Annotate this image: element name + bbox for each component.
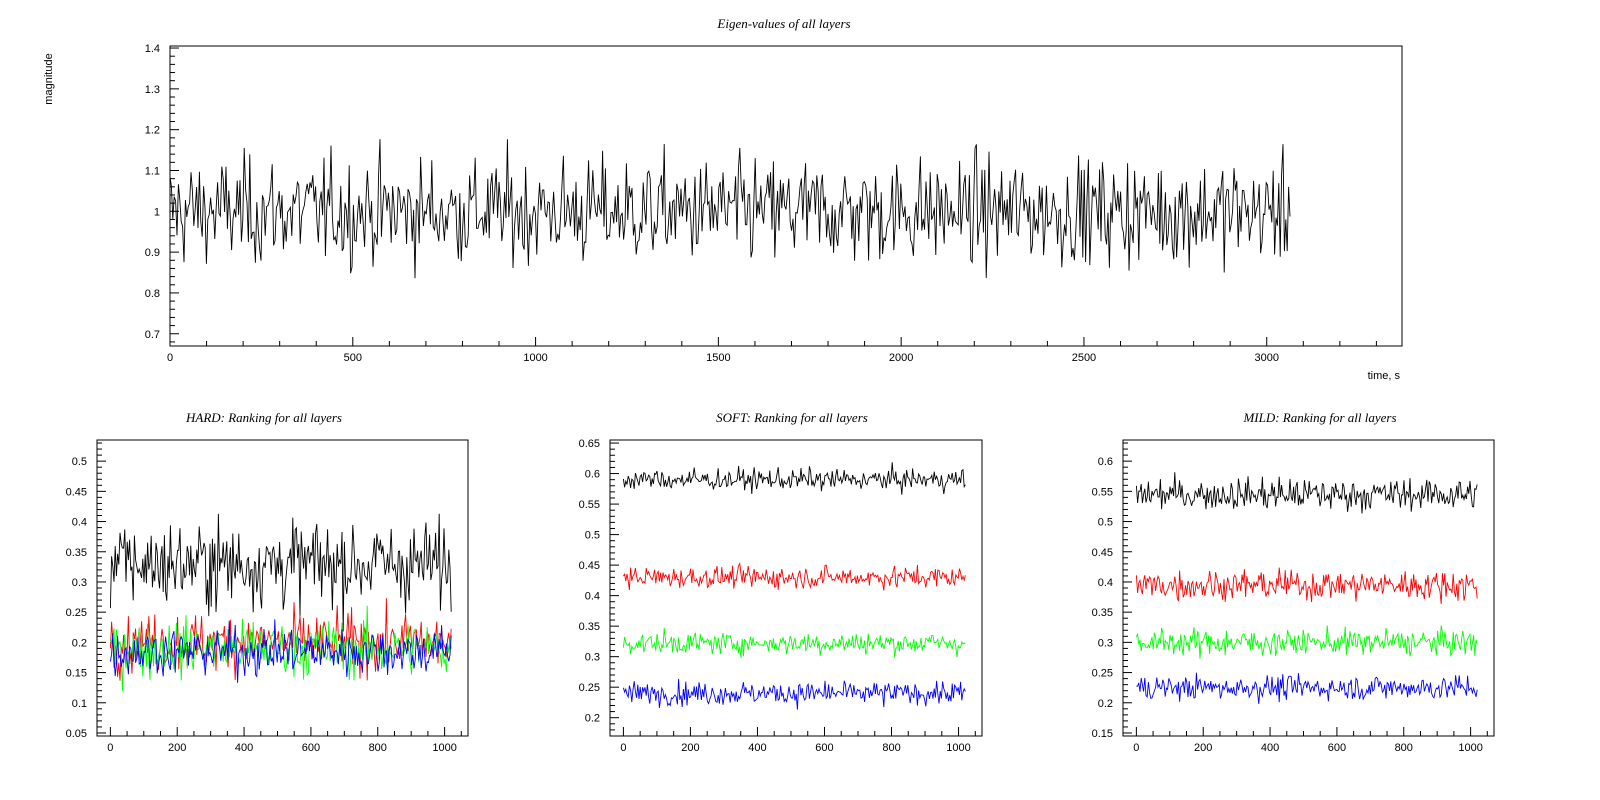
y-tick-label: 0.4 — [585, 591, 600, 603]
y-tick-label: 1.3 — [145, 84, 160, 96]
y-tick-label: 0.8 — [145, 288, 160, 300]
eigen-values-xlabel: time, s — [1368, 370, 1401, 382]
x-tick-label: 400 — [235, 742, 253, 754]
x-tick-label: 1000 — [1458, 742, 1482, 754]
x-tick-label: 200 — [1194, 742, 1212, 754]
y-tick-label: 1 — [154, 206, 160, 218]
y-tick-label: 0.05 — [66, 728, 87, 740]
x-tick-label: 3000 — [1254, 352, 1278, 364]
series-line-3 — [109, 619, 452, 683]
y-tick-label: 0.1 — [72, 698, 87, 710]
y-tick-label: 0.25 — [66, 607, 87, 619]
y-tick-label: 0.4 — [72, 517, 87, 529]
x-tick-label: 0 — [107, 742, 113, 754]
y-tick-label: 0.6 — [585, 469, 600, 481]
y-tick-label: 0.5 — [1098, 517, 1113, 529]
x-tick-label: 800 — [882, 742, 900, 754]
y-tick-label: 0.6 — [1098, 456, 1113, 468]
x-tick-label: 800 — [369, 742, 387, 754]
y-tick-label: 0.35 — [579, 621, 600, 633]
y-tick-label: 0.2 — [1098, 698, 1113, 710]
soft-ranking-plot: 0 200 400 600 800 1000 0.2 0.25 0.3 0.35 0.4 0.45 0.… — [579, 438, 983, 754]
x-tick-label: 600 — [815, 742, 833, 754]
y-tick-label: 0.25 — [579, 682, 600, 694]
x-tick-label: 600 — [302, 742, 320, 754]
hard-ranking-title: HARD: Ranking for all layers — [185, 410, 342, 425]
plot-frame — [169, 45, 1403, 347]
x-tick-label: 0 — [167, 352, 173, 364]
mild-ranking-plot: 0 200 400 600 800 1000 0.15 0.2 0.25 0.3 0.35 0.4 0.… — [1092, 439, 1495, 754]
series-line-0 — [622, 462, 966, 495]
series-line-0 — [109, 513, 452, 632]
y-tick-label: 0.3 — [72, 577, 87, 589]
x-tick-label: 0 — [620, 742, 626, 754]
series-line-2 — [622, 627, 966, 659]
eigen-values-title: Eigen-values of all layers — [716, 16, 850, 31]
x-tick-label: 400 — [1261, 742, 1279, 754]
y-tick-label: 0.55 — [1092, 486, 1113, 498]
y-tick-label: 0.7 — [145, 329, 160, 341]
eigen-values-plot: 0 500 1000 1500 2000 2500 3000 0.7 0.8 0.9 1 1.1 1.2… — [145, 43, 1403, 364]
series-line-1 — [1135, 567, 1478, 604]
series-line-0 — [1135, 472, 1478, 514]
y-tick-label: 0.9 — [145, 247, 160, 259]
y-tick-label: 0.45 — [66, 486, 87, 498]
x-tick-label: 0 — [1133, 742, 1139, 754]
y-tick-label: 0.65 — [579, 438, 600, 450]
y-tick-label: 0.3 — [585, 652, 600, 664]
x-tick-label: 400 — [748, 742, 766, 754]
y-tick-label: 0.2 — [585, 713, 600, 725]
y-tick-label: 0.3 — [1098, 637, 1113, 649]
y-tick-label: 0.5 — [585, 530, 600, 542]
y-tick-label: 0.35 — [1092, 607, 1113, 619]
eigen-values-panel: Eigen-values of all layers magnitude tim… — [43, 16, 1403, 382]
hard-ranking-panel: HARD: Ranking for all layers 0 200 400 600 8… — [66, 410, 469, 754]
y-tick-label: 0.4 — [1098, 577, 1113, 589]
mild-ranking-title: MILD: Ranking for all layers — [1242, 410, 1396, 425]
y-tick-label: 0.45 — [1092, 547, 1113, 559]
y-tick-label: 0.35 — [66, 547, 87, 559]
plot-frame — [609, 439, 983, 737]
x-tick-label: 1000 — [523, 352, 547, 364]
soft-ranking-title: SOFT: Ranking for all layers — [716, 410, 868, 425]
x-tick-label: 2500 — [1072, 352, 1096, 364]
series-line-0 — [169, 139, 1291, 279]
y-tick-label: 0.5 — [72, 456, 87, 468]
x-tick-label: 1000 — [432, 742, 456, 754]
series-line-2 — [109, 605, 452, 691]
y-tick-label: 0.15 — [1092, 728, 1113, 740]
series-line-3 — [1136, 672, 1478, 704]
x-tick-label: 1500 — [706, 352, 730, 364]
y-tick-label: 1.1 — [145, 165, 160, 177]
x-tick-label: 600 — [1328, 742, 1346, 754]
series-line-1 — [623, 562, 966, 591]
y-tick-label: 0.55 — [579, 499, 600, 511]
x-tick-label: 1000 — [946, 742, 970, 754]
hard-ranking-plot: 0 200 400 600 800 1000 0.05 0.1 0.15 0.2 0.25 0.3 0.… — [66, 439, 469, 754]
x-tick-label: 200 — [681, 742, 699, 754]
y-tick-label: 0.15 — [66, 668, 87, 680]
series-line-3 — [622, 678, 966, 710]
mild-ranking-panel: MILD: Ranking for all layers 0 200 400 600 8… — [1092, 410, 1495, 754]
y-tick-label: 0.45 — [579, 560, 600, 572]
x-tick-label: 800 — [1395, 742, 1413, 754]
x-tick-label: 500 — [344, 352, 362, 364]
soft-ranking-panel: SOFT: Ranking for all layers 0 200 400 600 8… — [579, 410, 983, 754]
eigen-values-ylabel: magnitude — [43, 53, 55, 104]
series-line-2 — [1135, 625, 1478, 659]
y-tick-label: 0.2 — [72, 637, 87, 649]
y-tick-label: 0.25 — [1092, 668, 1113, 680]
y-tick-label: 1.4 — [145, 43, 160, 55]
x-tick-label: 200 — [168, 742, 186, 754]
y-tick-label: 1.2 — [145, 125, 160, 137]
x-tick-label: 2000 — [889, 352, 913, 364]
